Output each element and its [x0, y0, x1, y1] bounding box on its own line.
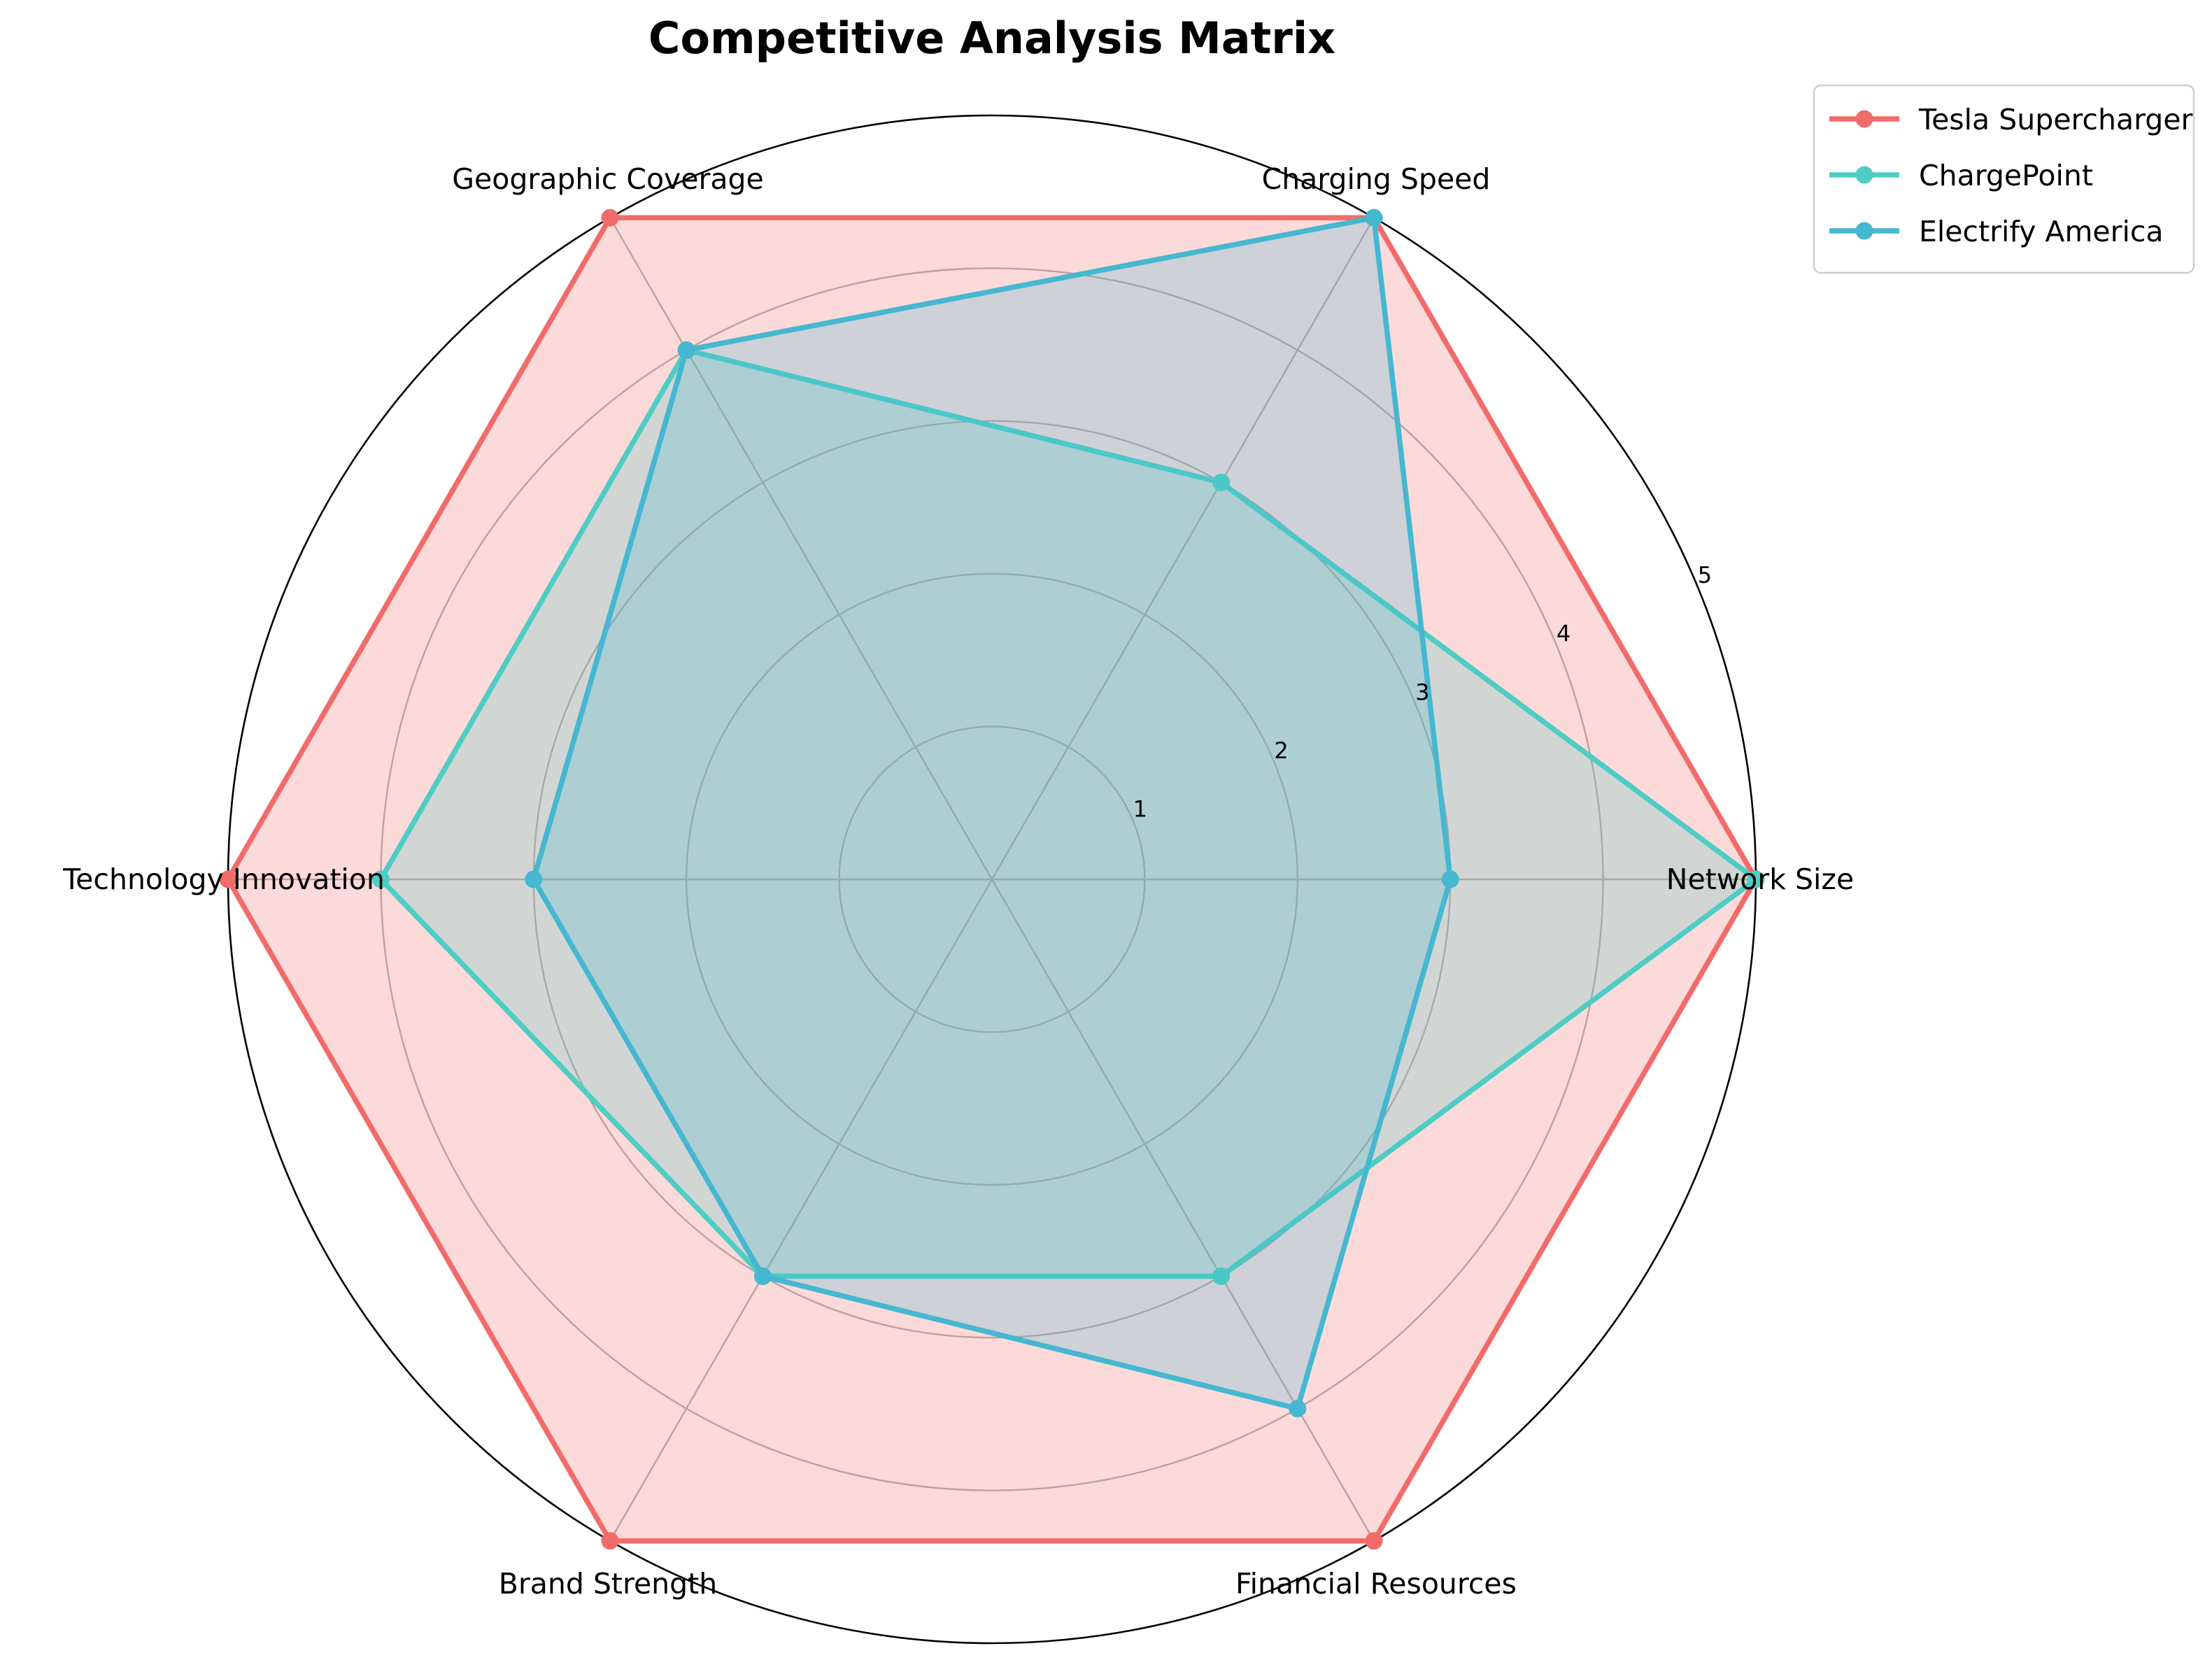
category-label-1: Charging Speed — [1262, 162, 1491, 196]
legend-marker-0 — [1856, 111, 1873, 128]
legend-marker-2 — [1856, 222, 1873, 240]
category-label-0: Network Size — [1666, 863, 1854, 896]
radial-tick-label-5: 5 — [1698, 562, 1712, 588]
series-2-point-4 — [754, 1268, 772, 1285]
chart-title: Competitive Analysis Matrix — [648, 13, 1335, 64]
series-2-point-3 — [525, 871, 542, 888]
radial-tick-label-4: 4 — [1557, 620, 1571, 647]
series-2-point-0 — [1442, 871, 1459, 888]
legend-label-2: Electrify America — [1919, 215, 2164, 248]
legend-marker-1 — [1856, 166, 1873, 184]
radial-tick-label-1: 1 — [1133, 795, 1147, 822]
series-0-point-5 — [1366, 1532, 1383, 1549]
legend-label-1: ChargePoint — [1919, 159, 2093, 192]
series-0-point-4 — [602, 1532, 619, 1549]
category-label-4: Brand Strength — [499, 1567, 718, 1601]
radial-tick-label-2: 2 — [1274, 737, 1288, 764]
series-2-point-2 — [678, 341, 695, 359]
radial-tick-label-3: 3 — [1415, 679, 1429, 705]
series-2-point-5 — [1289, 1400, 1306, 1417]
legend: Tesla Supercharger ChargePoint Electrify A… — [1814, 85, 2194, 273]
category-label-5: Financial Resources — [1235, 1567, 1517, 1601]
series-0-point-2 — [602, 209, 619, 227]
category-label-3: Technology Innovation — [62, 863, 385, 896]
category-label-2: Geographic Coverage — [452, 162, 764, 196]
legend-label-0: Tesla Supercharger — [1918, 103, 2192, 136]
series-2-point-1 — [1366, 209, 1383, 227]
